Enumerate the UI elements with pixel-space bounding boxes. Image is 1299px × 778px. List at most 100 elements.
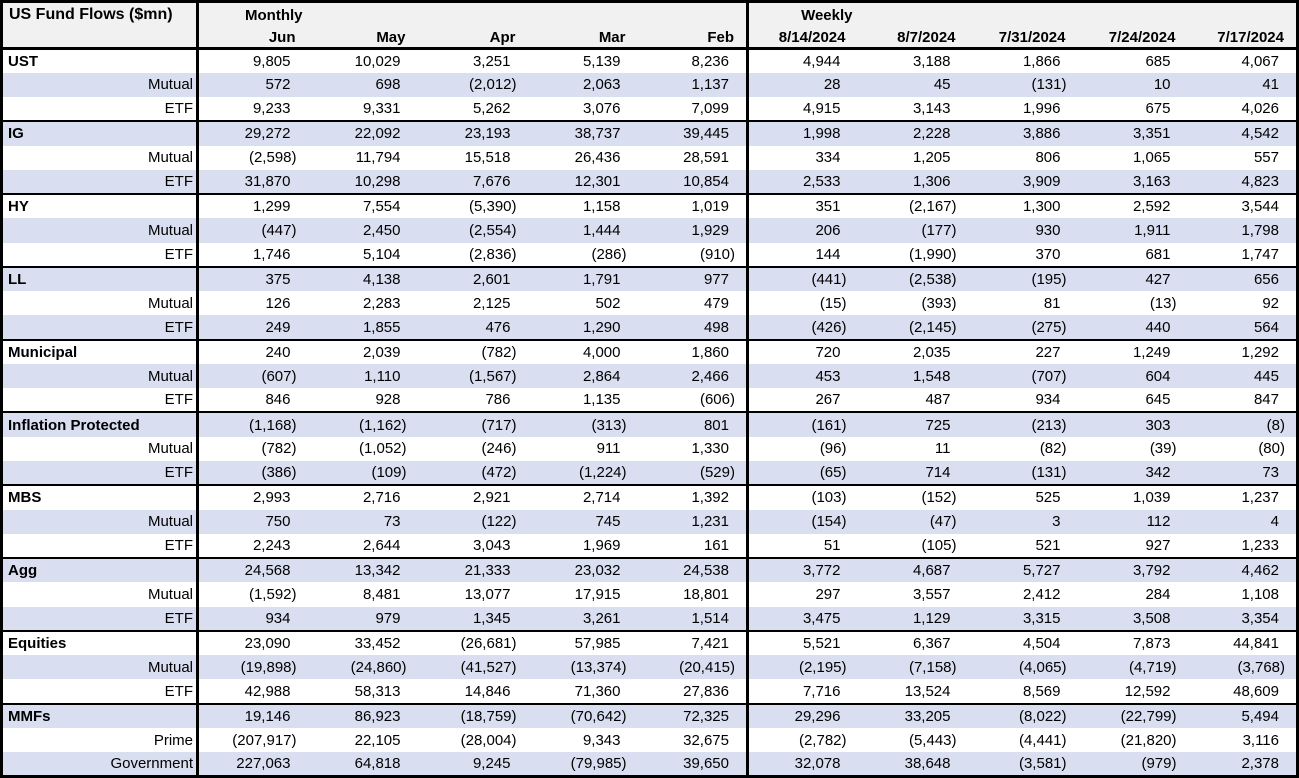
- row-label: Mutual: [1, 582, 199, 607]
- cell: (109): [307, 461, 418, 486]
- cell: 1,205: [912, 149, 951, 167]
- cell: 6,367: [912, 635, 951, 652]
- cell: 9,331: [362, 100, 401, 118]
- cell: 12,301: [527, 169, 638, 195]
- row-label: Mutual: [1, 436, 199, 462]
- table-row-mmfs: MMFs 19,146 86,923 (18,759) (70,642) 72,325 29…: [1, 703, 1298, 728]
- cell: 5,521: [746, 630, 858, 656]
- cell: 1,137: [637, 72, 748, 98]
- cell: 10,298: [307, 169, 418, 195]
- row-label: ETF: [1, 679, 199, 704]
- row-label: Inflation Protected: [1, 412, 199, 437]
- cell: 5,139: [582, 52, 621, 70]
- cell: 23,193: [417, 121, 528, 146]
- cell: 1,249: [1132, 343, 1171, 361]
- cell: 1,929: [637, 218, 748, 243]
- cell: 2,714: [582, 489, 621, 507]
- cell: 2,283: [362, 294, 401, 312]
- cell: (15): [746, 291, 858, 316]
- cell: (70,642): [527, 703, 638, 728]
- cell: 476: [417, 315, 528, 340]
- cell: 3,351: [1077, 121, 1188, 146]
- cell: (3,768): [1187, 655, 1298, 680]
- cell: (82): [1039, 440, 1067, 458]
- row-label: IG: [1, 121, 199, 146]
- cell: 1,299: [252, 198, 291, 216]
- cell: 10: [1077, 72, 1188, 98]
- cell: 4,504: [1022, 635, 1061, 652]
- cell: (2,012): [417, 72, 528, 98]
- cell: 29,272: [197, 121, 308, 146]
- cell: 18,801: [683, 585, 729, 603]
- cell: 4,067: [1241, 52, 1279, 70]
- cell: (606): [699, 391, 735, 409]
- cell: 1,292: [1241, 343, 1279, 361]
- cell: 2,716: [362, 489, 401, 507]
- cell: 3,076: [582, 100, 621, 118]
- cell: 7,676: [417, 169, 528, 195]
- cell: 9,343: [582, 731, 621, 749]
- cell: 2,039: [362, 343, 401, 361]
- cell: 39,445: [637, 121, 748, 146]
- cell: (2,554): [417, 218, 528, 243]
- cell: 57,985: [574, 635, 621, 652]
- cell: (979): [1077, 752, 1188, 777]
- section-spacer: [417, 1, 528, 28]
- cell: 725: [857, 412, 968, 437]
- cell: 1,911: [1077, 218, 1188, 243]
- cell: (393): [921, 294, 957, 312]
- cell: (80): [1258, 440, 1285, 458]
- row-label: Mutual: [1, 218, 199, 243]
- cell: 3,143: [912, 100, 951, 118]
- cell: 2,466: [637, 363, 748, 389]
- cell: 698: [307, 72, 418, 98]
- cell: (2,782): [746, 727, 858, 753]
- cell: 846: [265, 391, 291, 409]
- cell: 9,805: [252, 52, 291, 70]
- section-spacer: [1077, 1, 1188, 28]
- table-title: US Fund Flows ($mn): [1, 1, 199, 49]
- cell: (1,162): [307, 412, 418, 437]
- column-header-7-31-2024: 7/31/2024: [967, 27, 1078, 50]
- cell: 39,650: [637, 752, 748, 777]
- cell: 81: [1043, 294, 1061, 312]
- cell: 297: [746, 582, 858, 607]
- cell: 498: [637, 315, 748, 340]
- cell: (47): [857, 509, 968, 534]
- cell: 685: [1145, 52, 1171, 70]
- row-label: ETF: [1, 97, 199, 122]
- cell: (24,860): [307, 655, 418, 680]
- cell: (286): [591, 245, 627, 263]
- cell: 3: [967, 509, 1078, 534]
- cell: 2,644: [362, 536, 401, 554]
- cell: (2,538): [857, 266, 968, 292]
- row-label: Mutual: [1, 509, 199, 534]
- cell: 29,296: [746, 703, 858, 728]
- cell: (782): [481, 343, 517, 361]
- cell: (529): [637, 461, 748, 486]
- section-spacer: [307, 1, 418, 28]
- cell: (7,158): [857, 655, 968, 680]
- section-spacer: [1187, 1, 1298, 28]
- cell: 3,772: [746, 558, 858, 583]
- cell: 3,557: [912, 585, 951, 603]
- column-header-7-24-2024: 7/24/2024: [1077, 27, 1188, 50]
- cell: 1,110: [307, 363, 418, 389]
- cell: 979: [307, 606, 418, 631]
- cell: 1,798: [1187, 218, 1298, 243]
- cell: 1,548: [857, 363, 968, 389]
- table-row-hy-etf: ETF 1,746 5,104 (2,836) (286) (910) 144 (1,990)…: [1, 242, 1298, 267]
- row-label: Mutual: [1, 291, 199, 316]
- cell: (18,759): [417, 703, 528, 728]
- cell: 73: [1187, 461, 1298, 486]
- cell: 3,261: [527, 606, 638, 631]
- cell: 2,063: [527, 72, 638, 98]
- cell: 487: [925, 391, 951, 409]
- row-label: UST: [1, 48, 199, 73]
- cell: (105): [921, 536, 957, 554]
- table-row-mbs-mutual: Mutual 750 73 (122) 745 1,231 (154) (47) 3 112 4: [1, 509, 1298, 534]
- cell: 2,601: [417, 266, 528, 292]
- cell: (79,985): [527, 752, 638, 777]
- cell: 2,993: [252, 489, 291, 507]
